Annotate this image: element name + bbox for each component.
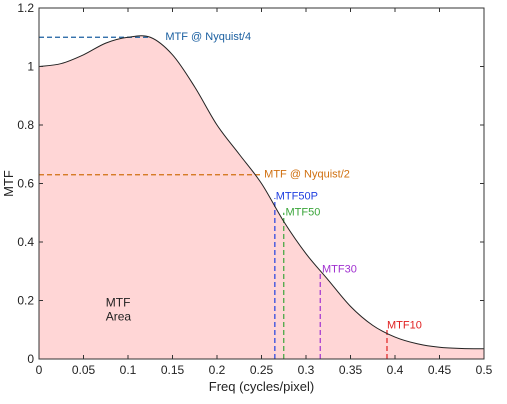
x-tick-label: 0.35 xyxy=(339,363,363,377)
x-tick-label: 0.3 xyxy=(298,363,315,377)
mtf-area xyxy=(39,35,484,360)
annotation-label: MTF @ Nyquist/4 xyxy=(165,31,251,43)
x-tick-label: 0 xyxy=(36,363,43,377)
annotation-label: MTF50 xyxy=(286,207,321,219)
annotation-label: MTF30 xyxy=(322,264,357,276)
x-tick-label: 0.45 xyxy=(428,363,452,377)
x-tick-label: 0.15 xyxy=(161,363,185,377)
annotation-labels: MTF @ Nyquist/4 MTF @ Nyquist/2 MTF50P MTF5… xyxy=(165,31,421,331)
area-label-line: Area xyxy=(106,309,132,323)
mtf-area-layer xyxy=(39,35,484,360)
x-tick-label: 0.2 xyxy=(209,363,226,377)
annotation-label: MTF50P xyxy=(276,191,318,203)
y-tick-label: 0.6 xyxy=(17,177,34,191)
axis-ticks: 0 0.05 0.1 0.15 0.2 0.25 0.3 0.35 0.4 0.45 0.5 0 0.2… xyxy=(17,1,492,377)
x-tick-label: 0.05 xyxy=(72,363,96,377)
area-label-line: MTF xyxy=(106,295,131,309)
x-tick-label: 0.1 xyxy=(120,363,137,377)
y-tick-label: 1 xyxy=(27,60,34,74)
y-tick-label: 1.2 xyxy=(17,1,34,15)
mtf-curve xyxy=(38,35,485,350)
mtf-curve-layer xyxy=(38,35,485,350)
annotation-label: MTF10 xyxy=(387,319,422,331)
y-axis-label: MTF xyxy=(1,170,16,197)
annotation-lines xyxy=(39,36,388,359)
y-tick-label: 0.4 xyxy=(17,235,34,249)
y-tick-label: 0 xyxy=(27,352,34,366)
x-tick-label: 0.4 xyxy=(387,363,404,377)
annotation-label: MTF @ Nyquist/2 xyxy=(264,169,350,181)
y-tick-label: 0.2 xyxy=(17,294,34,308)
x-tick-label: 0.25 xyxy=(250,363,274,377)
x-tick-label: 0.5 xyxy=(476,363,493,377)
x-axis-label: Freq (cycles/pixel) xyxy=(209,379,314,394)
area-label: MTF Area xyxy=(106,295,132,323)
y-tick-label: 0.8 xyxy=(17,118,34,132)
